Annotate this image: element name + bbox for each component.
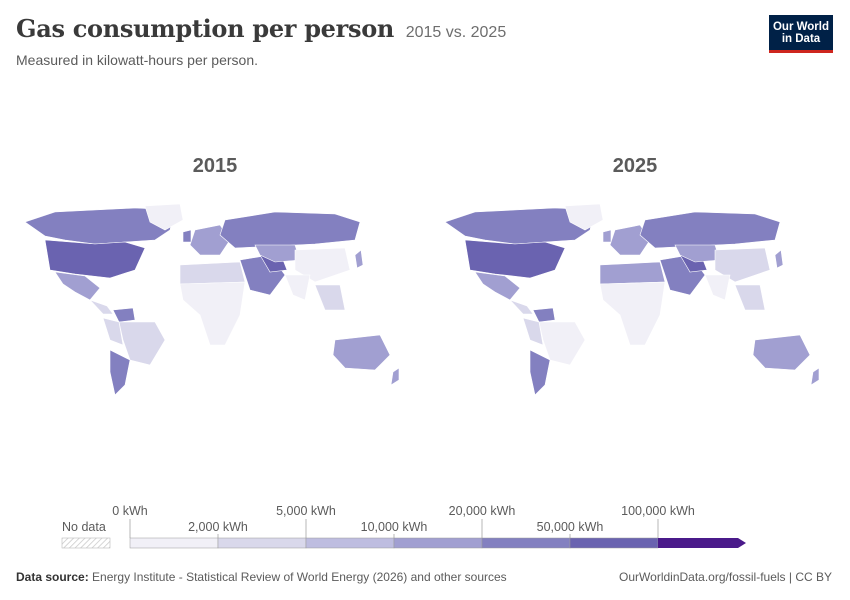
legend-bin-0 (129, 537, 219, 549)
region-central-america (509, 299, 534, 315)
legend-bin-5 (569, 537, 659, 549)
region-brazil (118, 321, 166, 366)
region-europe (609, 224, 651, 256)
world-map-2025[interactable] (435, 200, 840, 400)
region-russia (219, 211, 361, 249)
chart-subtitle: Measured in kilowatt-hours per person. (16, 52, 259, 68)
region-australia (332, 334, 391, 371)
legend-upper-label-0: 0 kWh (112, 504, 147, 518)
logo-line-1: Our World (772, 21, 829, 33)
map-year-2015: 2015 (192, 155, 238, 177)
region-peru (102, 317, 124, 346)
region-southeast-asia (734, 284, 766, 311)
legend-bin-4 (481, 537, 571, 549)
region-uk (602, 229, 612, 243)
region-china (714, 247, 771, 283)
legend-lower-label-1: 10,000 kWh (361, 520, 428, 534)
region-japan (354, 249, 364, 269)
region-central-asia (674, 244, 721, 263)
legend-lower-label-2: 50,000 kWh (537, 520, 604, 534)
color-legend: No data 0 kWh 5,000 kWh 20,000 kWh 100,000 … (61, 504, 746, 549)
region-japan (774, 249, 784, 269)
region-north-africa (599, 261, 666, 285)
region-india (284, 274, 311, 301)
legend-bin-3 (393, 537, 483, 549)
title-main: Gas consumption per person (16, 14, 395, 43)
region-north-africa (179, 261, 246, 285)
region-central-america (89, 299, 114, 315)
chart-title: Gas consumption per person 2015 vs. 2025 (16, 14, 506, 43)
region-canada (444, 207, 596, 245)
region-central-asia (254, 244, 301, 263)
legend-no-data-swatch (61, 537, 111, 549)
region-new-zealand (810, 367, 820, 386)
footer-url[interactable]: OurWorldinData.org/fossil-fuels | CC BY (619, 570, 832, 584)
region-new-zealand (390, 367, 400, 386)
legend-lower-label-0: 2,000 kWh (188, 520, 248, 534)
region-southeast-asia (314, 284, 346, 311)
legend-upper-label-1: 5,000 kWh (276, 504, 336, 518)
region-australia (752, 334, 811, 371)
legend-bin-6 (658, 538, 746, 548)
legend-no-data-label: No data (62, 520, 106, 534)
legend-upper-label-3: 100,000 kWh (621, 504, 695, 518)
legend-bin-2 (305, 537, 395, 549)
footer-source-text: Energy Institute - Statistical Review of… (92, 570, 507, 584)
footer-source: Data source: Energy Institute - Statisti… (16, 570, 507, 584)
region-brazil (538, 321, 586, 366)
logo-line-2: in Data (781, 33, 821, 45)
region-sub-saharan-africa (599, 281, 666, 346)
region-india (704, 274, 731, 301)
legend-upper-label-2: 20,000 kWh (449, 504, 516, 518)
legend-labels: 0 kWh 5,000 kWh 20,000 kWh 100,000 kWh 2,000… (112, 504, 695, 538)
region-argentina (529, 349, 551, 396)
owid-logo[interactable]: Our World in Data (769, 15, 833, 53)
region-venezuela (112, 307, 136, 323)
region-usa (44, 239, 146, 279)
region-uk (182, 229, 192, 243)
region-peru (522, 317, 544, 346)
footer-source-label: Data source: (16, 570, 89, 584)
region-venezuela (532, 307, 556, 323)
world-map-2015[interactable] (15, 200, 420, 400)
map-year-2025: 2025 (612, 155, 658, 177)
title-suffix: 2015 vs. 2025 (405, 24, 507, 41)
region-sub-saharan-africa (179, 281, 246, 346)
legend-bin-1 (217, 537, 307, 549)
legend-bins (129, 537, 746, 549)
region-argentina (109, 349, 131, 396)
region-europe (189, 224, 231, 256)
region-china (294, 247, 351, 283)
region-russia (639, 211, 781, 249)
region-usa (464, 239, 566, 279)
region-canada (24, 207, 176, 245)
region-greenland (144, 203, 184, 231)
region-greenland (564, 203, 604, 231)
